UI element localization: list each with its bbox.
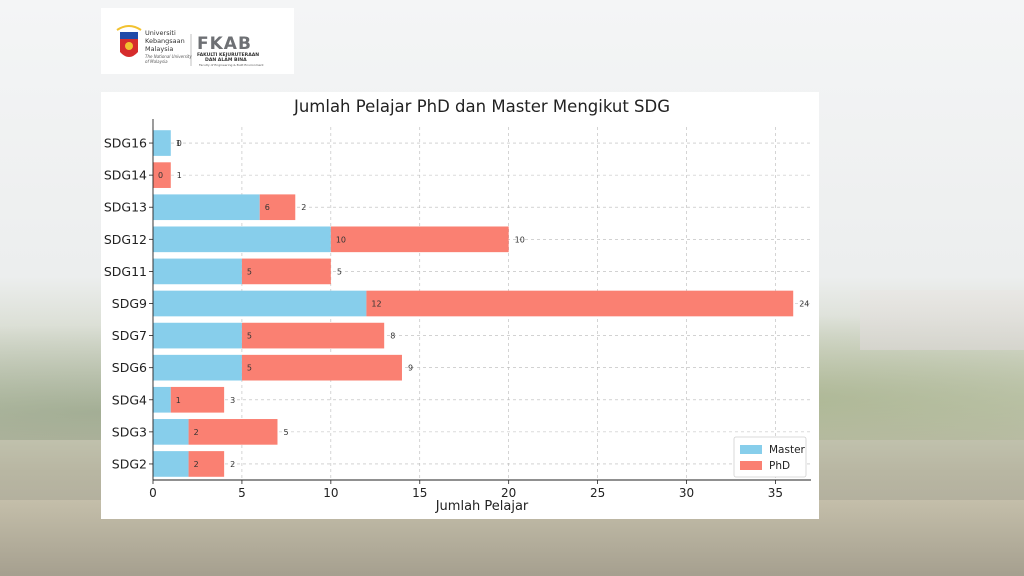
- chart-panel: Jumlah Pelajar PhD dan Master Mengikut S…: [101, 92, 819, 519]
- y-tick-label: SDG16: [104, 136, 147, 151]
- master-bar: [153, 226, 331, 253]
- bars-layer: [153, 130, 794, 477]
- ukm-line-4: The National University: [145, 54, 192, 59]
- x-tick-label: 30: [679, 486, 694, 500]
- ukm-crest-icon: [116, 25, 142, 57]
- phd-bar: [153, 162, 171, 188]
- phd-bar: [188, 419, 278, 445]
- y-tick-label: SDG2: [112, 456, 147, 471]
- x-tick-label: 20: [501, 486, 516, 500]
- master-value-label: 2: [194, 460, 199, 469]
- bar-labels-layer: 2 22 51 35 95 812 245 510 106 20 110: [158, 139, 809, 469]
- master-bar: [153, 130, 171, 156]
- master-bar: [153, 419, 189, 445]
- bar-chart: Jumlah Pelajar PhD dan Master Mengikut S…: [104, 97, 811, 514]
- y-tick-label: SDG12: [104, 232, 147, 247]
- phd-value-label: 5: [283, 428, 288, 437]
- ukm-line-3: Malaysia: [145, 45, 173, 53]
- fkab-line-1: FAKULTI KEJURUTERAAN: [197, 52, 259, 58]
- x-tick-label: 15: [412, 486, 427, 500]
- phd-bar: [188, 451, 225, 477]
- y-tick-label: SDG3: [112, 424, 147, 439]
- x-tick-label: 0: [149, 486, 157, 500]
- fkab-line-3: Faculty of Engineering & Built Environme…: [199, 63, 264, 67]
- master-bar: [153, 386, 171, 413]
- phd-bar: [241, 258, 331, 285]
- legend: Master PhD: [733, 436, 807, 478]
- x-tick-label: 35: [768, 486, 783, 500]
- y-tick-label: SDG11: [104, 264, 147, 279]
- phd-value-label: 2: [230, 460, 235, 469]
- master-value-label: 1: [176, 396, 181, 405]
- master-bar: [153, 354, 242, 381]
- legend-label: Master: [769, 444, 806, 456]
- phd-bar: [259, 194, 296, 221]
- phd-bar: [330, 226, 509, 253]
- phd-value-label: 5: [337, 267, 342, 276]
- master-bar: [153, 194, 260, 221]
- phd-value-label: 24: [799, 300, 809, 309]
- master-value-label: 5: [247, 364, 252, 373]
- master-value-label: 12: [371, 300, 381, 309]
- master-bar: [153, 451, 189, 477]
- y-tick-label: SDG7: [112, 328, 147, 343]
- phd-bar: [241, 354, 402, 381]
- x-axis-label: Jumlah Pelajar: [435, 499, 529, 514]
- logo-panel: Universiti Kebangsaan Malaysia The Natio…: [101, 8, 294, 74]
- master-bar: [153, 258, 242, 285]
- legend-swatch: [740, 445, 762, 454]
- y-tick-label: SDG14: [104, 168, 147, 183]
- logos-svg: Universiti Kebangsaan Malaysia The Natio…: [116, 25, 264, 67]
- phd-value-label: 0: [177, 139, 182, 148]
- background-building: [860, 290, 1024, 350]
- master-value-label: 6: [265, 203, 270, 212]
- fkab-logo-text: FKAB: [197, 34, 252, 54]
- fkab-line-2: DAN ALAM BINA: [205, 57, 247, 63]
- master-bar: [153, 290, 367, 317]
- y-tick-label: SDG6: [112, 360, 147, 375]
- ukm-line-1: Universiti: [145, 29, 176, 37]
- phd-value-label: 8: [390, 332, 395, 341]
- phd-value-label: 9: [408, 364, 413, 373]
- phd-bar: [366, 290, 794, 317]
- phd-value-label: 1: [177, 171, 182, 180]
- x-tick-label: 5: [238, 486, 246, 500]
- master-value-label: 5: [247, 332, 252, 341]
- axes-layer: 0 5 10 15 20 25 30 35SDG2SDG3SDG4SDG6SDG7SDG9SD…: [104, 119, 811, 500]
- x-tick-label: 10: [323, 486, 338, 500]
- phd-value-label: 2: [301, 203, 306, 212]
- master-bar: [153, 322, 242, 349]
- phd-bar: [241, 322, 385, 349]
- phd-value-label: 10: [515, 235, 525, 244]
- y-tick-label: SDG9: [112, 296, 147, 311]
- legend-swatch: [740, 461, 762, 470]
- master-value-label: 2: [194, 428, 199, 437]
- master-value-label: 0: [158, 171, 163, 180]
- phd-value-label: 3: [230, 396, 235, 405]
- y-tick-label: SDG13: [104, 200, 147, 215]
- legend-label: PhD: [769, 460, 790, 472]
- y-tick-label: SDG4: [112, 392, 147, 407]
- ukm-line-2: Kebangsaan: [145, 37, 185, 45]
- master-value-label: 5: [247, 267, 252, 276]
- chart-title: Jumlah Pelajar PhD dan Master Mengikut S…: [293, 97, 670, 116]
- x-tick-label: 25: [590, 486, 605, 500]
- master-value-label: 10: [336, 235, 346, 244]
- ukm-line-5: of Malaysia: [145, 59, 168, 64]
- master-value-label: 1: [176, 139, 181, 148]
- phd-bar: [170, 386, 225, 413]
